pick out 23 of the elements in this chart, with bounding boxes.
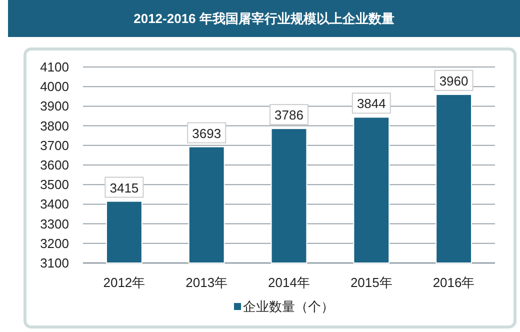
x-tick-label: 2014年 [268,275,310,290]
y-tick-label: 3700 [40,138,69,153]
y-tick-label: 3500 [40,177,69,192]
legend-label: 企业数量（个） [243,299,334,314]
y-tick-label: 3900 [40,98,69,114]
data-label: 3844 [356,96,386,112]
x-tick-label: 2013年 [186,275,228,290]
x-tick-label: 2015年 [350,275,392,290]
y-tick-label: 4100 [40,60,69,74]
y-tick-label: 3400 [40,196,69,212]
chart-title: 2012-2016 年我国屠宰行业规模以上企业数量 [134,11,394,26]
y-tick-label: 3800 [40,118,69,134]
y-tick-label: 3600 [40,158,69,172]
data-label: 3786 [274,108,304,123]
y-tick-label: 3300 [40,216,69,232]
y-tick-label: 3100 [40,256,69,270]
y-tick-label: 3200 [40,236,69,251]
data-label: 3415 [110,180,139,196]
data-label: 3693 [192,126,222,141]
y-tick-label: 4000 [40,79,69,94]
x-tick-label: 2012年 [103,275,146,290]
data-label: 3960 [439,73,468,88]
x-tick-label: 2016年 [432,275,475,290]
